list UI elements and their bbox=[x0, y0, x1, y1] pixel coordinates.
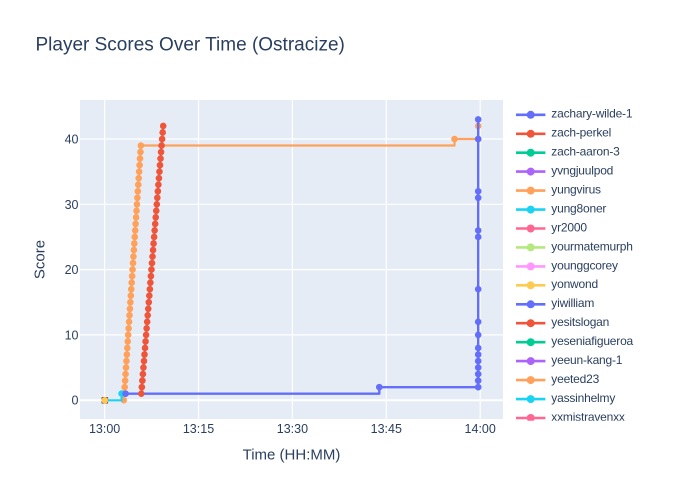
svg-text:zach-perkel: zach-perkel bbox=[551, 126, 611, 140]
svg-text:30: 30 bbox=[65, 198, 79, 212]
svg-text:younggcorey: younggcorey bbox=[551, 258, 618, 272]
svg-text:xxmistravenxx: xxmistravenxx bbox=[551, 410, 625, 424]
svg-text:yonwond: yonwond bbox=[551, 277, 598, 291]
svg-text:Time (HH:MM): Time (HH:MM) bbox=[243, 447, 341, 464]
svg-text:yeseniafigueroa: yeseniafigueroa bbox=[551, 334, 633, 348]
svg-text:Score: Score bbox=[32, 240, 49, 279]
svg-text:yiwilliam: yiwilliam bbox=[551, 296, 594, 310]
svg-text:20: 20 bbox=[65, 263, 79, 277]
svg-text:yungvirus: yungvirus bbox=[551, 183, 601, 197]
svg-text:yvngjuulpod: yvngjuulpod bbox=[551, 164, 613, 178]
svg-text:13:00: 13:00 bbox=[89, 422, 120, 436]
svg-text:13:15: 13:15 bbox=[183, 422, 214, 436]
svg-text:yesitslogan: yesitslogan bbox=[551, 315, 609, 329]
svg-text:40: 40 bbox=[65, 133, 79, 147]
svg-text:yeeun-kang-1: yeeun-kang-1 bbox=[551, 353, 623, 367]
svg-text:0: 0 bbox=[72, 394, 79, 408]
svg-text:13:30: 13:30 bbox=[277, 422, 308, 436]
svg-text:13:45: 13:45 bbox=[371, 422, 402, 436]
svg-text:yeeted23: yeeted23 bbox=[551, 372, 599, 386]
svg-text:zachary-wilde-1: zachary-wilde-1 bbox=[551, 107, 633, 121]
svg-text:yassinhelmy: yassinhelmy bbox=[551, 391, 615, 405]
svg-text:Player Scores Over Time (Ostra: Player Scores Over Time (Ostracize) bbox=[36, 34, 345, 55]
svg-text:yourmatemurph: yourmatemurph bbox=[551, 239, 632, 253]
svg-text:yung8oner: yung8oner bbox=[551, 202, 606, 216]
svg-text:zach-aaron-3: zach-aaron-3 bbox=[551, 145, 620, 159]
svg-text:10: 10 bbox=[65, 328, 79, 342]
svg-text:14:00: 14:00 bbox=[465, 422, 496, 436]
svg-text:yr2000: yr2000 bbox=[551, 220, 587, 234]
